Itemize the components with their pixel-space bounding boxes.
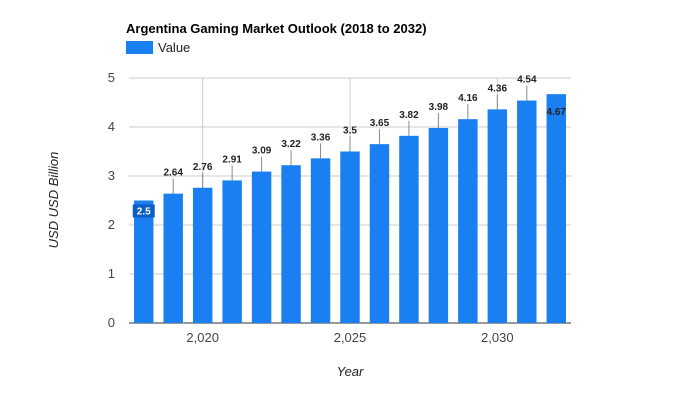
x-tick-label: 2,020 — [186, 330, 219, 345]
x-axis-ticks: 2,020 2,025 2,030 — [186, 330, 513, 345]
data-label: 3.5 — [343, 126, 357, 137]
bar — [222, 180, 242, 323]
bar — [251, 171, 272, 323]
y-axis-title: USD USD Billion — [46, 152, 61, 249]
y-tick-label: 4 — [108, 119, 115, 134]
x-axis-title: Year — [337, 364, 364, 379]
bar — [163, 193, 183, 323]
legend: Value — [126, 40, 190, 55]
y-tick-label: 1 — [108, 266, 115, 281]
x-tick-label: 2,025 — [334, 330, 367, 345]
data-label: 3.98 — [429, 102, 449, 113]
bar — [458, 119, 478, 323]
data-label-background — [132, 204, 155, 218]
bar — [399, 135, 419, 323]
data-label: 3.22 — [281, 139, 301, 150]
bar — [428, 127, 449, 323]
data-label: 3.09 — [252, 146, 272, 157]
data-label: 4.36 — [488, 83, 508, 94]
data-label: 4.67 — [547, 107, 567, 118]
data-label: 3.65 — [370, 118, 390, 129]
bar — [192, 187, 213, 323]
bar — [281, 165, 301, 323]
bars — [134, 94, 566, 323]
y-tick-label: 2 — [108, 217, 115, 232]
bar — [546, 94, 566, 323]
y-tick-label: 3 — [108, 168, 115, 183]
data-label: 2.64 — [163, 168, 183, 179]
bar — [487, 109, 508, 323]
data-label: 4.54 — [517, 75, 537, 86]
y-axis-ticks: 0 1 2 3 4 5 — [108, 70, 115, 330]
bar — [134, 200, 154, 323]
bar — [369, 144, 390, 323]
data-label: 2.91 — [222, 154, 242, 165]
data-label: 2.76 — [193, 162, 213, 173]
data-label: 3.36 — [311, 132, 331, 143]
y-tick-label: 0 — [108, 315, 115, 330]
x-tick-label: 2,030 — [481, 330, 514, 345]
bar — [310, 158, 331, 323]
bar — [517, 100, 537, 323]
data-label: 4.16 — [458, 93, 478, 104]
data-label: 2.5 — [137, 207, 151, 218]
chart-title: Argentina Gaming Market Outlook (2018 to… — [126, 21, 427, 36]
data-labels: 2.5 2.64 2.76 2.91 3.09 3.22 3.36 3.5 3.65 3.82 3.… — [132, 75, 567, 218]
y-tick-label: 5 — [108, 70, 115, 85]
legend-swatch — [126, 41, 153, 54]
bar — [340, 151, 360, 323]
data-label: 3.82 — [399, 110, 419, 121]
legend-label: Value — [158, 40, 190, 55]
